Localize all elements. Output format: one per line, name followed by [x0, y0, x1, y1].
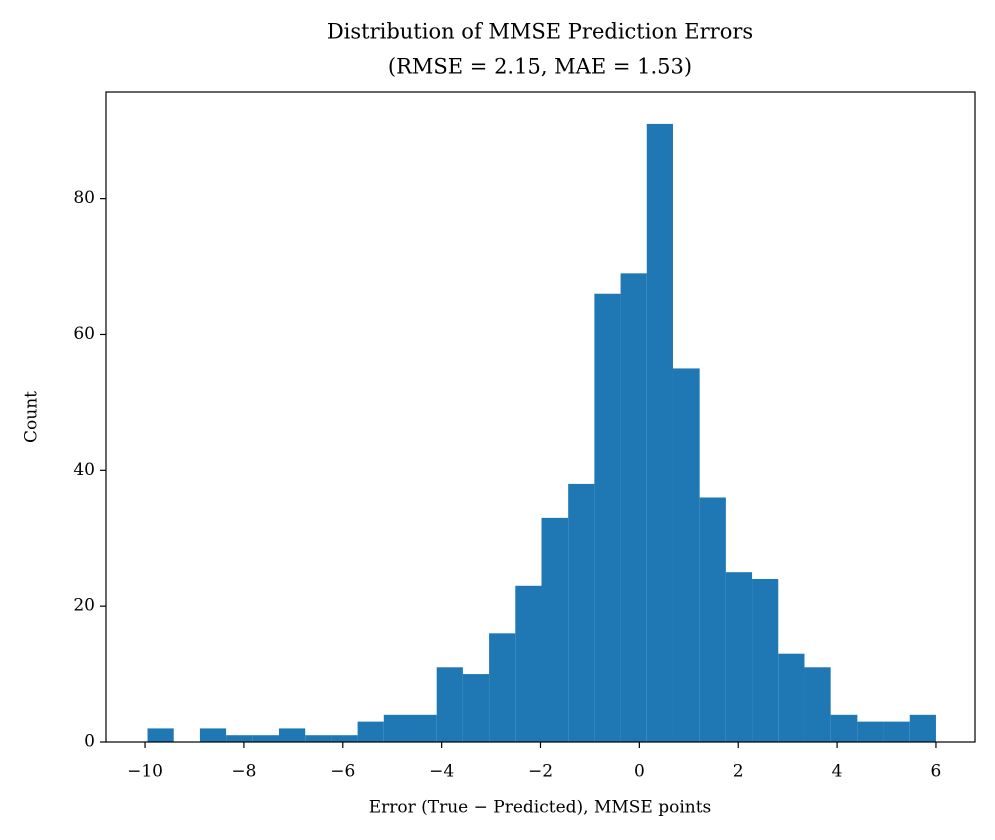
x-tick-label: 0 [634, 762, 645, 782]
bar [804, 667, 831, 742]
bar [489, 633, 516, 742]
bar [541, 517, 569, 742]
x-tick-label: −10 [127, 762, 163, 782]
bar [357, 721, 384, 742]
y-tick-label: 0 [84, 732, 95, 752]
bar [752, 578, 779, 742]
bar [646, 123, 673, 743]
y-tick-label: 20 [73, 596, 95, 616]
bar [620, 273, 647, 742]
bar [857, 721, 884, 742]
bar [279, 728, 306, 742]
bar [383, 714, 411, 742]
bar [436, 667, 463, 742]
bar [778, 653, 805, 742]
bar [462, 674, 490, 742]
x-axis-label: Error (True − Predicted), MMSE points [369, 798, 712, 818]
x-tick-label: −8 [231, 762, 256, 782]
bar [568, 483, 595, 742]
x-tick-label: −4 [429, 762, 454, 782]
x-tick-label: 2 [733, 762, 744, 782]
bar [672, 368, 700, 742]
y-tick-label: 60 [73, 324, 95, 344]
bar [725, 572, 753, 742]
bar [909, 714, 936, 742]
y-tick-label: 80 [73, 188, 95, 208]
chart-subtitle: (RMSE = 2.15, MAE = 1.53) [388, 55, 692, 79]
bar [594, 293, 621, 742]
bar [883, 721, 910, 742]
bar [410, 714, 437, 742]
chart-title: Distribution of MMSE Prediction Errors [327, 20, 753, 44]
x-tick-label: −2 [528, 762, 553, 782]
bar [515, 585, 542, 742]
bar [199, 728, 227, 742]
bar [147, 728, 174, 742]
bar [226, 735, 253, 742]
x-tick-label: −6 [330, 762, 355, 782]
y-tick-label: 40 [73, 460, 95, 480]
bar [331, 735, 358, 742]
y-axis-label: Count [22, 391, 42, 443]
bar [699, 497, 726, 742]
bar [305, 735, 332, 742]
bar [252, 735, 280, 742]
plot-frame [105, 91, 976, 743]
bar [830, 714, 858, 742]
x-tick-label: 6 [931, 762, 942, 782]
x-tick-label: 4 [832, 762, 843, 782]
